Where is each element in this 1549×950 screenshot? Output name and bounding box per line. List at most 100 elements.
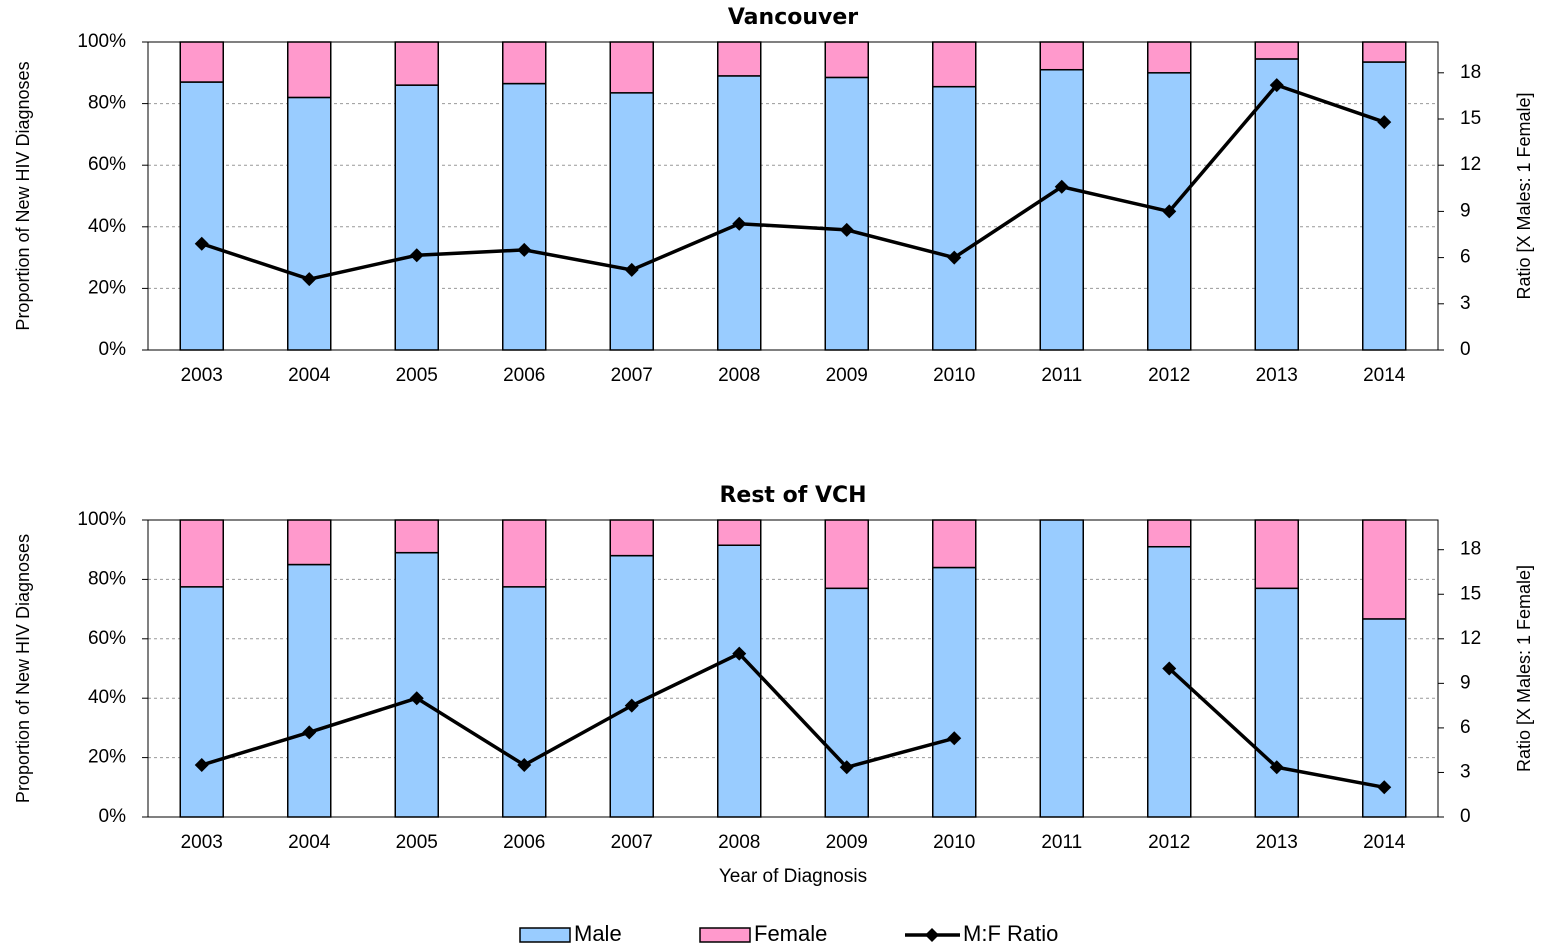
bar bbox=[394, 519, 439, 554]
x-tick-label: 2014 bbox=[1363, 365, 1406, 386]
x-tick-label: 2009 bbox=[826, 365, 868, 386]
bar bbox=[287, 519, 332, 566]
ratio-marker bbox=[947, 250, 962, 265]
x-tick-label: 2004 bbox=[288, 365, 331, 386]
y-tick-label: 80% bbox=[88, 93, 126, 114]
x-tick-label: 2014 bbox=[1363, 832, 1406, 853]
ratio-marker bbox=[302, 725, 317, 740]
y2-tick-label: 15 bbox=[1460, 583, 1481, 604]
y2-tick-label: 0 bbox=[1460, 339, 1471, 360]
ratio-marker bbox=[839, 760, 854, 775]
y2-tick-label: 0 bbox=[1460, 806, 1471, 827]
ratio-marker bbox=[839, 222, 854, 237]
bar bbox=[502, 82, 547, 351]
legend-swatch bbox=[519, 927, 571, 943]
y-tick-label: 40% bbox=[88, 687, 126, 708]
ratio-marker bbox=[732, 646, 747, 661]
plot-frame bbox=[147, 519, 1439, 818]
ratio-marker bbox=[1162, 661, 1177, 676]
ratio-marker bbox=[624, 698, 639, 713]
y2-tick-label: 18 bbox=[1460, 62, 1481, 83]
bar bbox=[179, 519, 224, 588]
ratio-marker bbox=[1269, 760, 1284, 775]
x-tick-label: 2008 bbox=[718, 832, 760, 853]
ratio-marker bbox=[302, 272, 317, 287]
bar bbox=[609, 92, 654, 351]
y-tick-label: 100% bbox=[77, 31, 126, 52]
bar bbox=[1254, 587, 1299, 818]
x-tick-label: 2011 bbox=[1041, 365, 1082, 386]
chart-title: Rest of VCH bbox=[719, 483, 866, 508]
ratio-marker bbox=[1377, 780, 1392, 795]
bar bbox=[502, 519, 547, 588]
y2-tick-label: 3 bbox=[1460, 761, 1471, 782]
y-tick-label: 20% bbox=[88, 747, 126, 768]
ratio-marker bbox=[409, 691, 424, 706]
ratio-marker bbox=[517, 242, 532, 257]
bar bbox=[1039, 68, 1084, 351]
bar bbox=[179, 81, 224, 351]
bar bbox=[394, 84, 439, 351]
x-tick-label: 2004 bbox=[288, 832, 331, 853]
x-tick-label: 2012 bbox=[1148, 365, 1190, 386]
y-tick-label: 0% bbox=[99, 806, 127, 827]
x-tick-label: 2007 bbox=[611, 832, 653, 853]
bar bbox=[609, 41, 654, 94]
y2-tick-label: 12 bbox=[1460, 154, 1481, 175]
bar bbox=[287, 41, 332, 99]
x-tick-label: 2006 bbox=[503, 832, 545, 853]
bar bbox=[824, 587, 869, 818]
x-tick-label: 2009 bbox=[826, 832, 868, 853]
y2-axis-label: Ratio [X Males: 1 Female] bbox=[1514, 92, 1534, 299]
y2-axis-label: Ratio [X Males: 1 Female] bbox=[1514, 565, 1534, 772]
bar bbox=[287, 96, 332, 351]
legend-marker bbox=[925, 928, 939, 942]
x-tick-label: 2006 bbox=[503, 365, 545, 386]
ratio-marker bbox=[194, 758, 209, 773]
x-tick-label: 2010 bbox=[933, 365, 975, 386]
bar bbox=[609, 554, 654, 818]
bar bbox=[824, 41, 869, 79]
x-tick-label: 2005 bbox=[396, 365, 438, 386]
y-axis-label: Proportion of New HIV Diagnoses bbox=[13, 534, 33, 803]
x-tick-label: 2010 bbox=[933, 832, 975, 853]
bar bbox=[717, 75, 762, 351]
bar bbox=[824, 76, 869, 351]
y-tick-label: 80% bbox=[88, 568, 126, 589]
bar bbox=[1147, 519, 1192, 548]
ratio-marker bbox=[1377, 115, 1392, 130]
bar bbox=[932, 85, 977, 351]
legend-label: M:F Ratio bbox=[963, 921, 1058, 946]
ratio-marker bbox=[947, 731, 962, 746]
y2-tick-label: 12 bbox=[1460, 628, 1481, 649]
bar bbox=[1039, 519, 1084, 818]
bar bbox=[1362, 41, 1407, 63]
bar bbox=[1254, 58, 1299, 351]
ratio-line bbox=[201, 83, 1385, 281]
y-tick-label: 100% bbox=[77, 509, 126, 530]
legend-swatch bbox=[699, 927, 751, 943]
bar bbox=[932, 566, 977, 818]
bar bbox=[1254, 519, 1299, 590]
bar bbox=[932, 519, 977, 569]
y2-tick-label: 9 bbox=[1460, 200, 1471, 221]
ratio-marker bbox=[1269, 78, 1284, 93]
bar bbox=[502, 586, 547, 818]
ratio-marker bbox=[194, 236, 209, 251]
bar bbox=[179, 41, 224, 83]
bar bbox=[717, 41, 762, 77]
plot-frame bbox=[147, 41, 1439, 351]
bar bbox=[717, 544, 762, 818]
legend-label: Male bbox=[574, 921, 622, 946]
bar bbox=[394, 41, 439, 86]
ratio-marker bbox=[409, 248, 424, 263]
bar bbox=[502, 41, 547, 85]
y-tick-label: 60% bbox=[88, 628, 126, 649]
bar bbox=[824, 519, 869, 590]
bar bbox=[1362, 61, 1407, 351]
bar bbox=[394, 551, 439, 818]
y-tick-label: 40% bbox=[88, 216, 126, 237]
x-tick-label: 2003 bbox=[181, 832, 223, 853]
x-tick-label: 2012 bbox=[1148, 832, 1190, 853]
